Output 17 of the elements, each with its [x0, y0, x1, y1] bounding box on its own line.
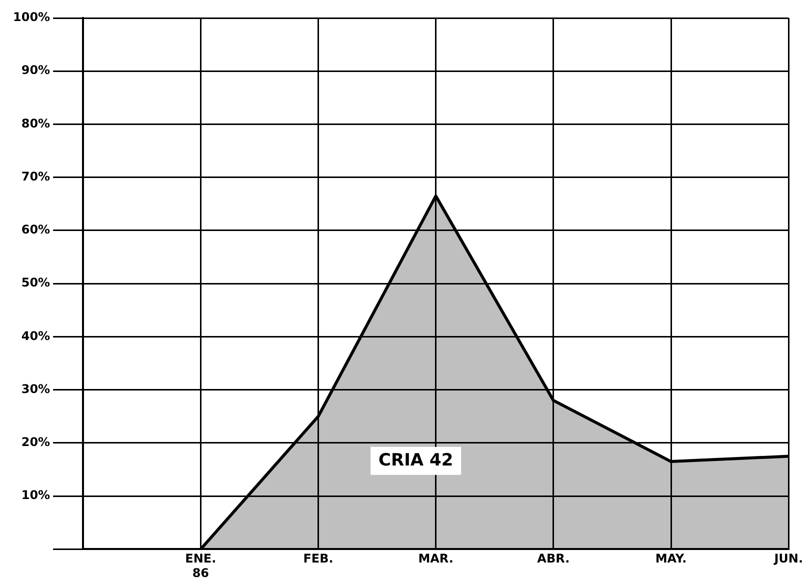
y-tick-label: 40%	[21, 328, 50, 343]
x-tick-label: MAY.	[655, 552, 687, 566]
x-tick-label: MAR.	[418, 552, 454, 566]
y-tick-label: 50%	[21, 276, 50, 290]
y-tick-label: 60%	[21, 222, 50, 237]
x-tick-label: ENE. 86	[185, 552, 216, 580]
x-tick-label: JUN.	[773, 552, 803, 566]
x-tick-label: FEB.	[303, 552, 334, 566]
y-tick-label: 10%	[21, 488, 50, 502]
x-tick-label: ABR.	[537, 552, 570, 566]
y-tick-label: 90%	[21, 63, 50, 78]
series-label: CRIA 42	[378, 450, 454, 470]
y-tick-label: 30%	[21, 382, 50, 396]
y-tick-label: 70%	[21, 169, 50, 184]
y-tick-label: 20%	[21, 435, 50, 450]
y-tick-label: 100%	[12, 10, 50, 24]
y-tick-label: 80%	[21, 116, 50, 130]
